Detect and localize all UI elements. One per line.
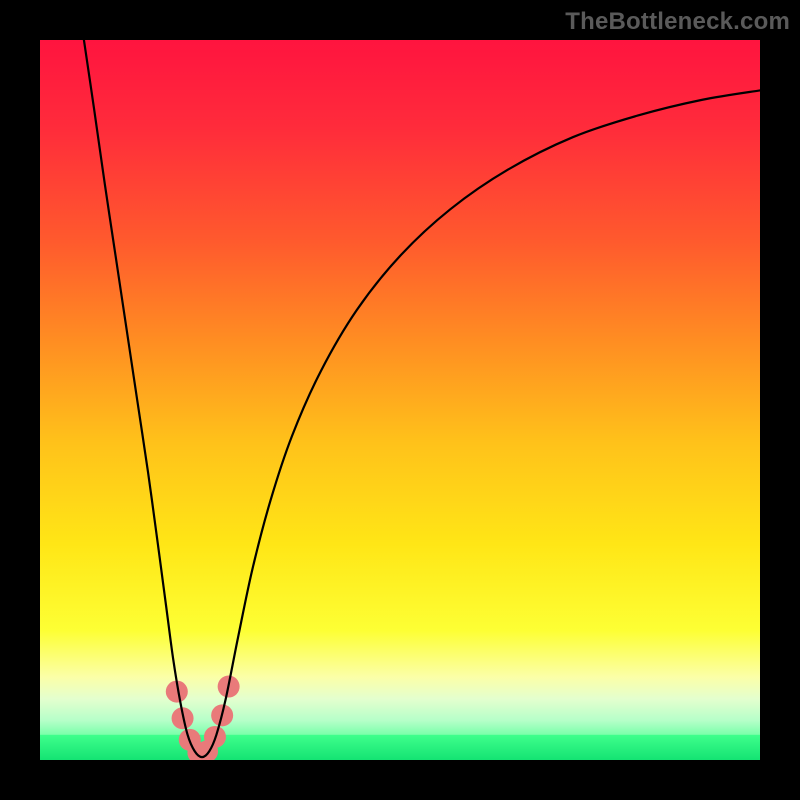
plot-panel — [40, 40, 760, 760]
outer-frame: TheBottleneck.com — [0, 0, 800, 800]
watermark-text: TheBottleneck.com — [565, 8, 790, 36]
bottleneck-curve — [40, 40, 760, 760]
